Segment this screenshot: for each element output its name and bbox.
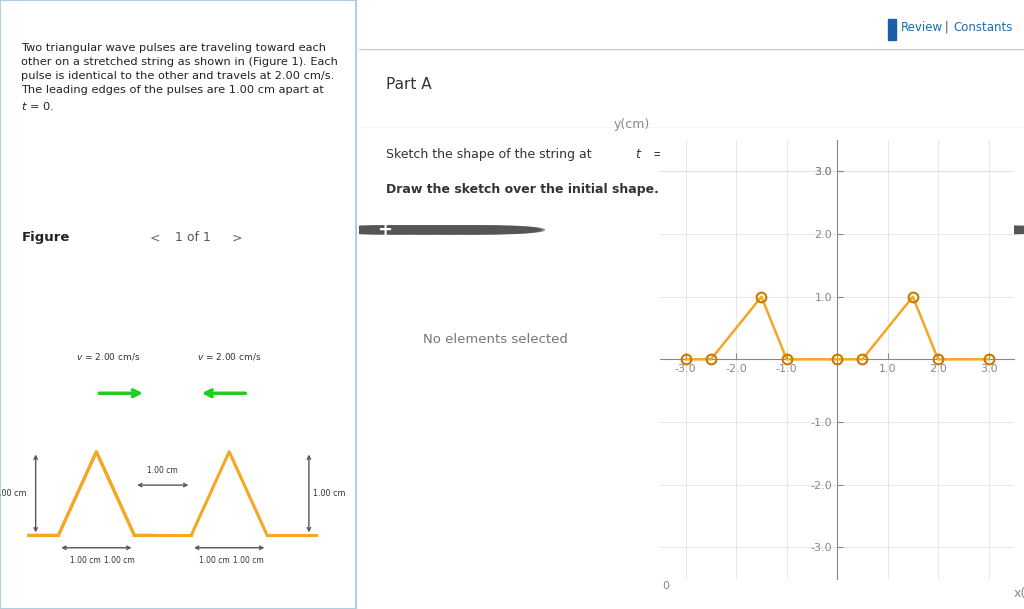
Text: 1.00 cm: 1.00 cm <box>199 556 229 565</box>
Circle shape <box>904 226 1024 234</box>
Text: Figure: Figure <box>22 231 70 244</box>
Text: Sketch the shape of the string at: Sketch the shape of the string at <box>386 148 596 161</box>
Text: Part A: Part A <box>386 77 432 92</box>
Text: $t$: $t$ <box>635 148 642 161</box>
Text: y(cm): y(cm) <box>614 118 650 132</box>
Circle shape <box>907 226 1021 234</box>
Bar <box>888 19 896 40</box>
Text: Review: Review <box>901 21 943 34</box>
Text: 1 of 1: 1 of 1 <box>175 231 211 244</box>
Circle shape <box>325 226 444 234</box>
Circle shape <box>425 226 544 234</box>
Text: $v$ = 2.00 cm/s: $v$ = 2.00 cm/s <box>197 351 261 362</box>
Text: = 0.250 s.: = 0.250 s. <box>648 148 718 161</box>
Text: 1.00 cm: 1.00 cm <box>0 489 27 498</box>
Circle shape <box>376 226 496 234</box>
Text: >: > <box>231 231 242 244</box>
Circle shape <box>428 226 541 234</box>
Text: Draw the sketch over the initial shape.: Draw the sketch over the initial shape. <box>386 183 658 196</box>
Text: Constants: Constants <box>953 21 1013 34</box>
Circle shape <box>354 226 468 234</box>
Text: +: + <box>377 221 392 239</box>
Text: Two triangular wave pulses are traveling toward each
other on a stretched string: Two triangular wave pulses are traveling… <box>22 43 338 111</box>
Text: 0: 0 <box>663 581 670 591</box>
Circle shape <box>400 226 520 234</box>
Circle shape <box>351 226 471 234</box>
Circle shape <box>935 226 1024 234</box>
Circle shape <box>379 226 493 234</box>
Text: 1.00 cm: 1.00 cm <box>70 556 100 565</box>
Text: 1.00 cm: 1.00 cm <box>312 489 345 498</box>
Circle shape <box>872 226 992 234</box>
Text: <: < <box>150 231 160 244</box>
Text: No elements selected: No elements selected <box>423 333 567 345</box>
Circle shape <box>876 226 989 234</box>
X-axis label: x(cm): x(cm) <box>1014 587 1024 600</box>
Text: $v$ = 2.00 cm/s: $v$ = 2.00 cm/s <box>76 351 140 362</box>
Circle shape <box>403 226 517 234</box>
Text: 1.00 cm: 1.00 cm <box>147 466 178 474</box>
Circle shape <box>938 226 1024 234</box>
Circle shape <box>328 226 441 234</box>
Text: 1.00 cm: 1.00 cm <box>104 556 135 565</box>
Text: 1.00 cm: 1.00 cm <box>233 556 264 565</box>
Text: |: | <box>941 21 952 34</box>
